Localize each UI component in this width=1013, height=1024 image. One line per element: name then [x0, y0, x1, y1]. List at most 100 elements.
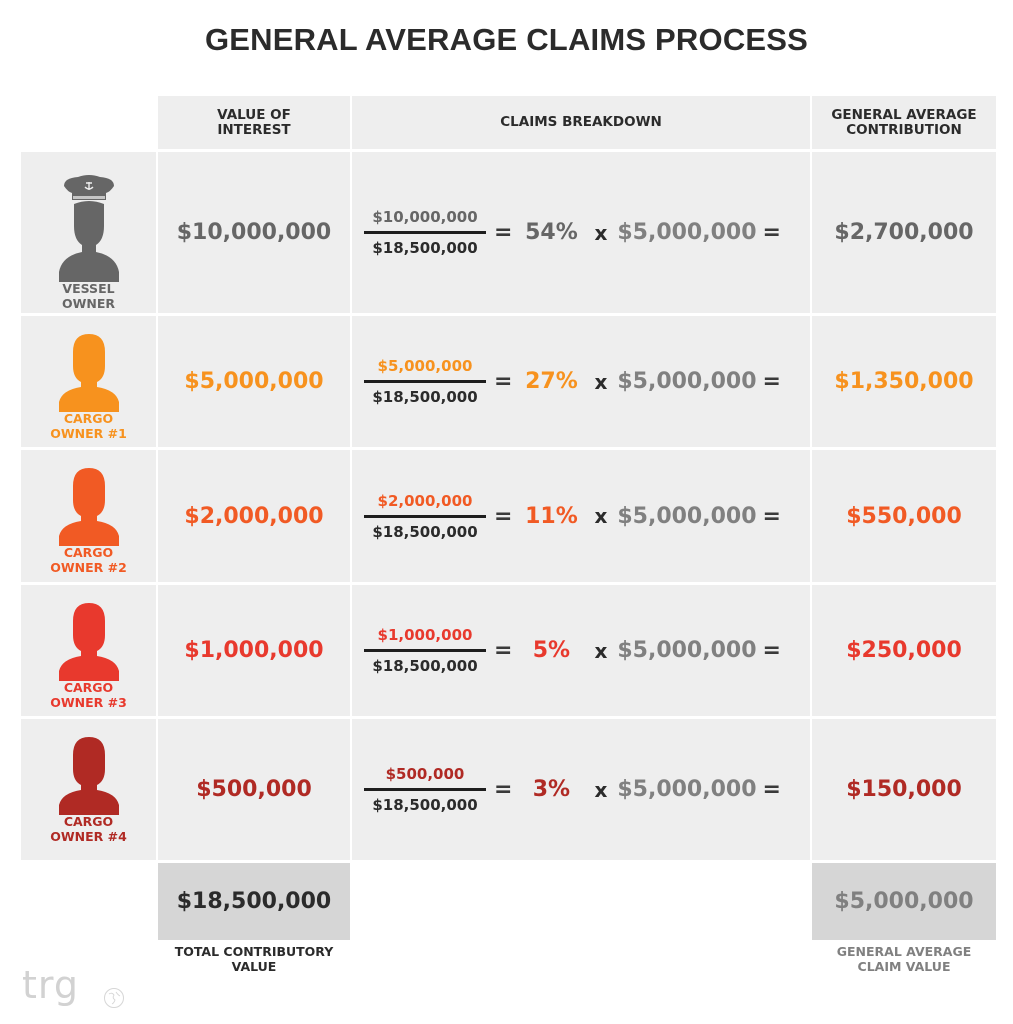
value-of-interest-cell: $10,000,000 [158, 152, 350, 313]
times-sign: x [594, 220, 608, 245]
value-of-interest-cell: $2,000,000 [158, 450, 350, 582]
contribution-cell: $2,700,000 [812, 152, 996, 313]
party-cell-5: CARGO OWNER #4 [21, 719, 156, 860]
party-cell-2: CARGO OWNER #1 [21, 316, 156, 447]
contribution-cell: $1,350,000 [812, 316, 996, 447]
value-of-interest-cell: $500,000 [158, 719, 350, 860]
times-sign: x [594, 369, 608, 394]
header-label: VALUE OF [217, 106, 291, 123]
equals-sign: = [762, 503, 781, 529]
value-of-interest: $2,000,000 [184, 503, 324, 529]
total-contributory-label: TOTAL CONTRIBUTORY VALUE [174, 944, 334, 974]
contribution-value: $550,000 [846, 503, 962, 529]
fraction-bar [364, 231, 486, 234]
equals-sign: = [762, 369, 781, 394]
party-label: CARGO OWNER #2 [50, 545, 127, 575]
value-of-interest: $10,000,000 [176, 220, 332, 245]
equals-sign: = [762, 777, 781, 802]
party-cell-3: CARGO OWNER #2 [21, 450, 156, 582]
percent-share: 5% [532, 638, 571, 663]
value-of-interest: $1,000,000 [184, 638, 324, 663]
contribution-cell: $250,000 [812, 585, 996, 716]
header-label: CLAIMS BREAKDOWN [500, 114, 662, 130]
contribution-value: $250,000 [846, 638, 962, 663]
value-of-interest: $5,000,000 [184, 369, 324, 394]
claim-value-label: GENERAL AVERAGE CLAIM VALUE [836, 944, 972, 974]
claims-breakdown-cell: $5,000,000 $18,500,000 = 27% x $5,000,00… [352, 316, 810, 447]
fraction-denominator: $18,500,000 [372, 657, 478, 675]
value-of-interest: $500,000 [196, 777, 312, 802]
value-of-interest-cell: $5,000,000 [158, 316, 350, 447]
total-contributory-value-box: $18,500,000 [158, 863, 350, 940]
fraction-numerator: $500,000 [385, 765, 465, 783]
fraction-denominator: $18,500,000 [372, 388, 478, 406]
fraction: $1,000,000 $18,500,000 [362, 626, 488, 675]
percent-share: 3% [532, 777, 571, 802]
claim-amount: $5,000,000 [617, 369, 757, 394]
contribution-cell: $550,000 [812, 450, 996, 582]
claim-amount: $5,000,000 [617, 503, 757, 529]
times-sign: x [594, 777, 608, 802]
claims-breakdown-cell: $2,000,000 $18,500,000 = 11% x $5,000,00… [352, 450, 810, 582]
percent-share: 27% [525, 369, 578, 394]
contribution-cell: $150,000 [812, 719, 996, 860]
person-icon [58, 468, 120, 546]
fraction: $5,000,000 $18,500,000 [362, 357, 488, 406]
fraction: $500,000 $18,500,000 [362, 765, 488, 814]
fraction-denominator: $18,500,000 [372, 522, 478, 541]
fraction-numerator: $1,000,000 [377, 626, 473, 644]
party-label: CARGO OWNER #4 [50, 814, 127, 844]
equals-sign: = [494, 503, 513, 529]
trg-logo: trg [22, 963, 79, 1007]
contribution-value: $150,000 [846, 777, 962, 802]
header-value-of-interest: VALUE OF INTEREST [158, 96, 350, 149]
party-cell-4: CARGO OWNER #3 [21, 585, 156, 716]
general-average-claim-value: $5,000,000 [834, 889, 974, 914]
header-label: GENERAL AVERAGE [831, 106, 977, 123]
header-claims-breakdown: CLAIMS BREAKDOWN [352, 96, 810, 149]
person-icon [58, 603, 120, 681]
percent-share: 54% [525, 220, 578, 245]
captain-person-icon [58, 174, 120, 282]
fraction-numerator: $5,000,000 [377, 357, 473, 375]
percent-share: 11% [525, 503, 578, 529]
fraction-numerator: $2,000,000 [377, 491, 473, 510]
equals-sign: = [494, 369, 513, 394]
fraction-denominator: $18,500,000 [372, 239, 478, 257]
contribution-value: $1,350,000 [834, 369, 974, 394]
fraction: $10,000,000 $18,500,000 [362, 208, 488, 257]
header-label: INTEREST [217, 121, 291, 138]
page-title: GENERAL AVERAGE CLAIMS PROCESS [204, 22, 809, 57]
party-label: VESSEL OWNER [61, 281, 116, 311]
header-contribution: GENERAL AVERAGE CONTRIBUTION [812, 96, 996, 149]
claim-amount: $5,000,000 [617, 777, 757, 802]
equals-sign: = [494, 777, 513, 802]
fraction-bar [364, 788, 486, 791]
fraction-bar [364, 649, 486, 652]
fraction-numerator: $10,000,000 [372, 208, 478, 226]
fraction: $2,000,000 $18,500,000 [362, 492, 488, 541]
claims-breakdown-cell: $1,000,000 $18,500,000 = 5% x $5,000,000… [352, 585, 810, 716]
times-sign: x [594, 638, 608, 663]
equals-sign: = [494, 220, 513, 245]
header-label: CONTRIBUTION [846, 121, 962, 138]
value-of-interest-cell: $1,000,000 [158, 585, 350, 716]
fraction-denominator: $18,500,000 [372, 796, 478, 814]
claims-breakdown-cell: $10,000,000 $18,500,000 = 54% x $5,000,0… [352, 152, 810, 313]
equals-sign: = [762, 638, 781, 663]
fraction-bar [364, 380, 486, 383]
fraction-bar [364, 514, 486, 518]
globe-icon [104, 988, 124, 1008]
total-contributory-value: $18,500,000 [176, 889, 332, 914]
claims-breakdown-cell: $500,000 $18,500,000 = 3% x $5,000,000 = [352, 719, 810, 860]
person-icon [58, 334, 120, 412]
party-label: CARGO OWNER #1 [50, 411, 127, 441]
person-icon [58, 737, 120, 815]
party-label: CARGO OWNER #3 [50, 680, 127, 710]
claim-amount: $5,000,000 [617, 638, 757, 663]
contribution-value: $2,700,000 [834, 220, 974, 245]
times-sign: x [594, 504, 608, 528]
party-cell-1: VESSEL OWNER [21, 152, 156, 313]
claim-amount: $5,000,000 [617, 220, 757, 245]
equals-sign: = [762, 220, 781, 245]
